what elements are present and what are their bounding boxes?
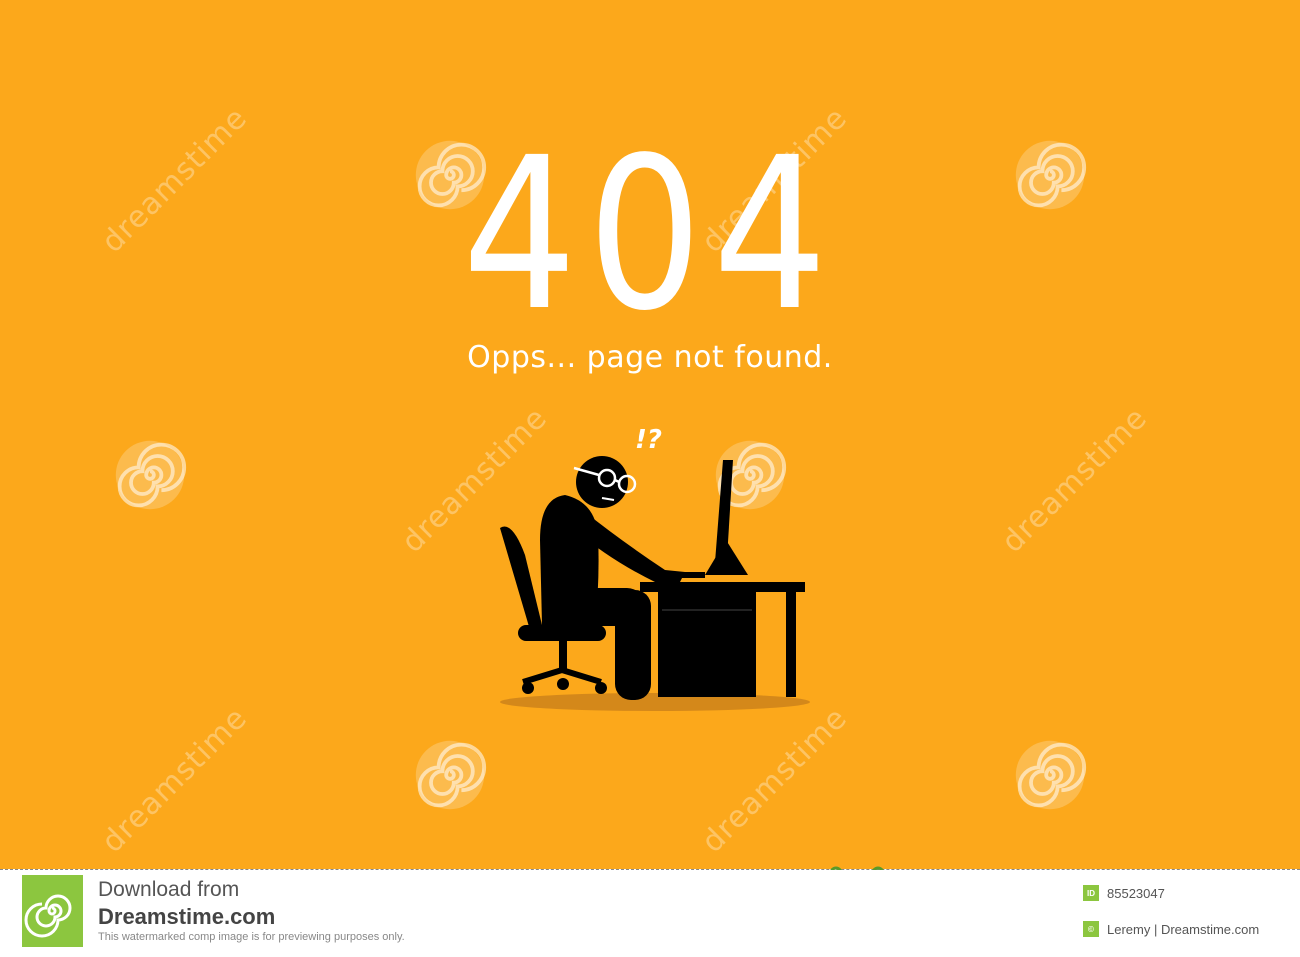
id-badge: ID [1083,885,1099,901]
copyright-badge: © [1083,921,1099,937]
spiral-watermark-icon [115,440,187,510]
download-label: Download from [98,878,240,901]
spiral-watermark-icon [415,740,487,810]
image-id-row: ID 85523047 [1083,885,1165,901]
image-id: 85523047 [1107,885,1165,901]
confused-mark: !? [635,425,662,455]
error-message: Opps... page not found. [467,340,833,375]
error-code-heading: 404 [462,112,838,357]
dreamstime-logo-icon [22,875,83,947]
spiral-watermark-icon [715,440,787,510]
watermark-text: dreamstime [695,700,855,860]
error-artwork: dreamstime dreamstime dreamstime dreamst… [0,0,1300,869]
brand-name: Dreamstime.com [98,904,276,929]
credit-text: Leremy | Dreamstime.com [1107,921,1260,937]
spiral-watermark-icon [1015,140,1087,210]
person-at-computer-illustration [500,456,810,711]
spiral-watermark-icon [1015,740,1087,810]
dashed-divider [0,869,1300,870]
disclaimer-text: This watermarked comp image is for previ… [98,931,405,943]
footer-banner: Download from Dreamstime.com This waterm… [0,870,1300,957]
watermark-text: dreamstime [995,400,1155,560]
credit-row: © Leremy | Dreamstime.com [1083,921,1259,937]
spiral-watermark-icon [415,140,487,210]
watermark-text: dreamstime [95,700,255,860]
